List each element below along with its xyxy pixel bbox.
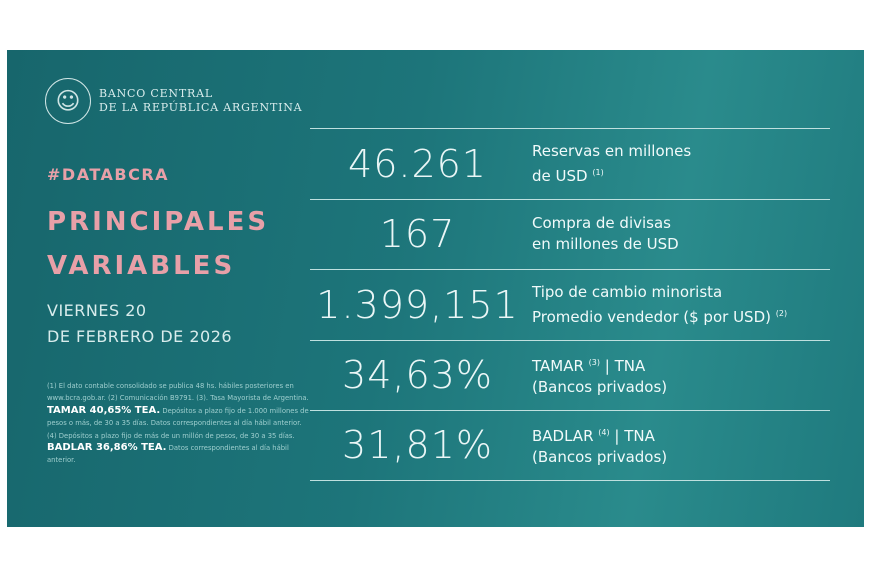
date-line2: DE FEBRERO DE 2026 — [47, 327, 233, 346]
label: Tipo de cambio minorista Promedio vendedo… — [532, 282, 787, 328]
row-reservas: 46.261 Reservas en millones de USD (1) — [310, 128, 830, 199]
value: 34,63% — [342, 353, 493, 398]
effigy-seal-icon: ☺ — [45, 78, 91, 124]
label-line2: Promedio vendedor ($ por USD) (2) — [532, 303, 787, 328]
hashtag: #DATABCRA — [47, 165, 170, 184]
note-text: (1) El dato contable consolidado se publ… — [47, 382, 309, 403]
label: BADLAR (4) | TNA (Bancos privados) — [532, 422, 667, 468]
label-text: | TNA — [604, 357, 646, 376]
label-line1: TAMAR (3) | TNA — [532, 352, 667, 377]
value: 46.261 — [348, 141, 487, 186]
note-text: Depósitos a plazo fijo de 1.000 millones… — [47, 406, 309, 440]
label: TAMAR (3) | TNA (Bancos privados) — [532, 352, 667, 398]
bcra-logo: ☺ BANCO CENTRAL DE LA REPÚBLICA ARGENTIN… — [45, 78, 302, 124]
row-compra-divisas: 167 Compra de divisas en millones de USD — [310, 198, 830, 270]
label-text: Promedio vendedor ($ por USD) — [532, 307, 771, 326]
label-text: BADLAR — [532, 427, 594, 446]
label-line2: (Bancos privados) — [532, 378, 668, 397]
variables-list: 46.261 Reservas en millones de USD (1) 16… — [310, 128, 830, 481]
label: Compra de divisas en millones de USD — [532, 213, 679, 255]
footnote-ref: (3) — [588, 358, 601, 368]
footnotes: (1) El dato contable consolidado se publ… — [47, 380, 312, 467]
label-line1: Reservas en millones — [532, 141, 692, 160]
label-line1: BADLAR (4) | TNA — [532, 422, 667, 447]
label-text: de USD — [532, 166, 588, 185]
label-line1: Compra de divisas — [532, 214, 671, 233]
note-tamar: TAMAR 40,65% TEA. — [47, 404, 161, 416]
page-title: PRINCIPALES VARIABLES — [47, 200, 269, 288]
label-line1: Tipo de cambio minorista — [532, 282, 723, 301]
note-badlar: BADLAR 36,86% TEA. — [47, 442, 167, 454]
label-text: | TNA — [614, 427, 655, 446]
row-tipo-cambio: 1.399,151 Tipo de cambio minorista Promed… — [310, 269, 830, 340]
date-line1: VIERNES 20 — [47, 301, 147, 320]
footnote-ref: (4) — [598, 428, 610, 438]
bank-name-line2: DE LA REPÚBLICA ARGENTINA — [99, 101, 303, 114]
row-tamar: 34,63% TAMAR (3) | TNA (Bancos privados) — [310, 339, 830, 411]
label-text: TAMAR — [532, 357, 584, 376]
row-badlar: 31,81% BADLAR (4) | TNA (Bancos privados) — [310, 410, 830, 481]
title-line2: VARIABLES — [47, 251, 236, 281]
label-line2: (Bancos privados) — [532, 448, 668, 467]
value: 31,81% — [342, 423, 493, 468]
date: VIERNES 20 DE FEBRERO DE 2026 — [47, 298, 232, 350]
bank-name-line1: BANCO CENTRAL — [99, 87, 213, 100]
label-line2: en millones de USD — [532, 235, 679, 254]
note-text: Datos correspondientes al día hábil ante… — [47, 444, 289, 465]
value: 1.399,151 — [316, 282, 519, 327]
bank-name: BANCO CENTRAL DE LA REPÚBLICA ARGENTINA — [99, 87, 302, 115]
footnote-ref: (2) — [775, 308, 788, 318]
footnote-ref: (1) — [592, 167, 604, 177]
infographic-panel: ☺ BANCO CENTRAL DE LA REPÚBLICA ARGENTIN… — [7, 50, 864, 527]
title-line1: PRINCIPALES — [47, 207, 270, 237]
value: 167 — [379, 212, 456, 257]
label: Reservas en millones de USD (1) — [532, 141, 691, 187]
label-line2: de USD (1) — [532, 162, 691, 187]
